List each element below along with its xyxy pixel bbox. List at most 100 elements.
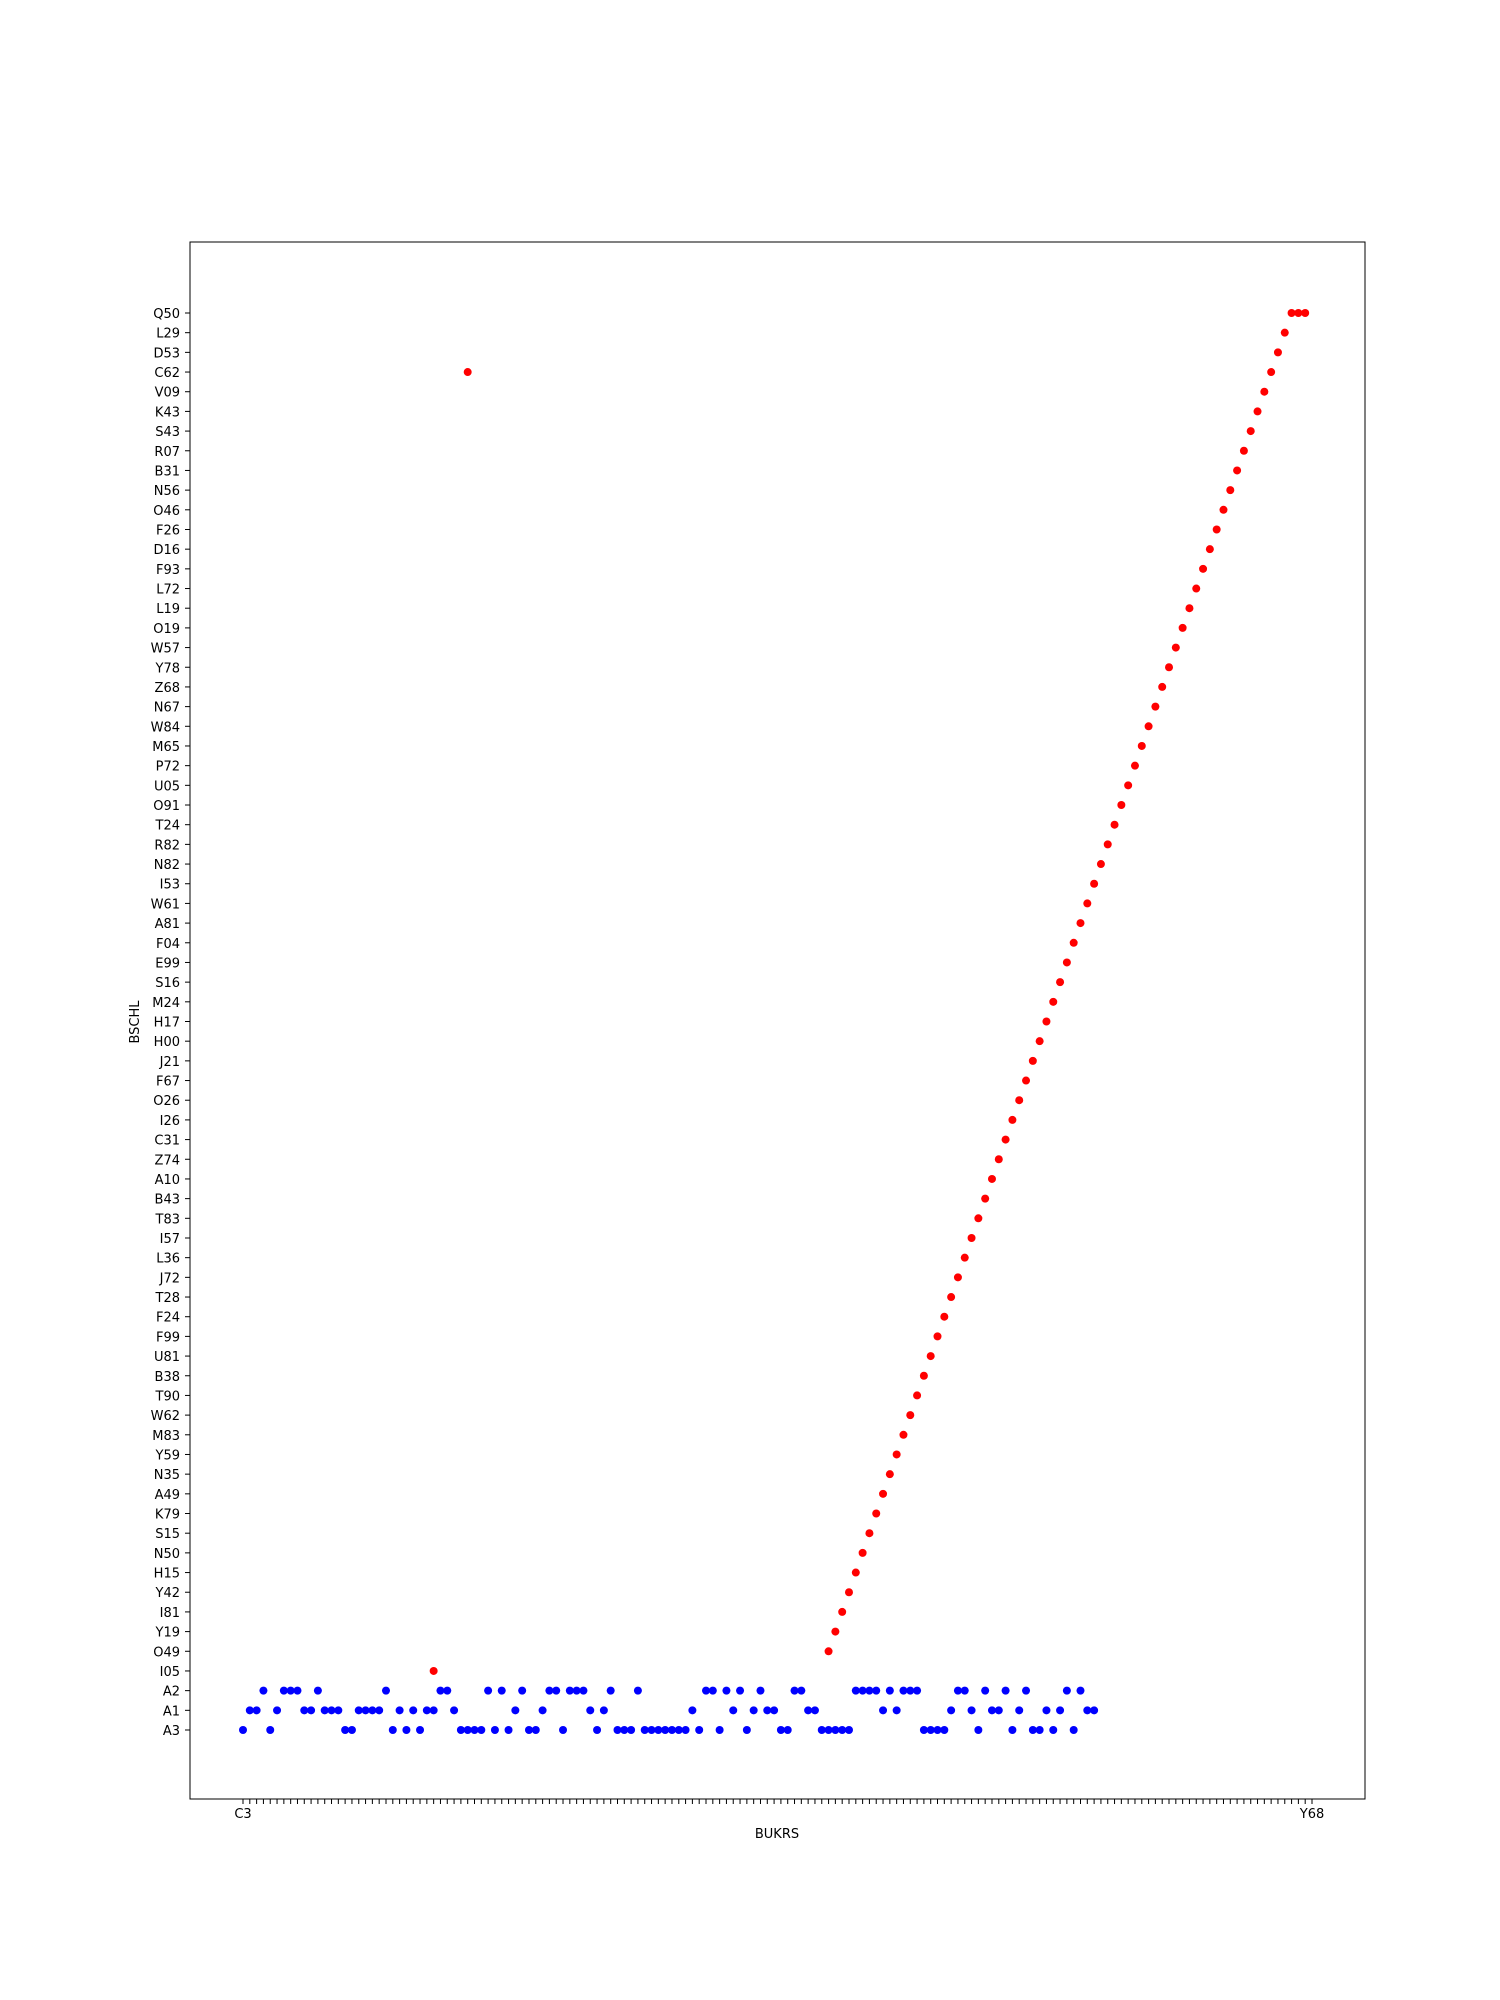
scatter-point [776, 1726, 785, 1734]
y-tick-label: S43 [155, 425, 180, 440]
scatter-point [368, 1706, 377, 1715]
y-tick-label: Z74 [155, 1153, 180, 1168]
scatter-point [749, 1706, 758, 1715]
scatter-point [252, 1706, 261, 1715]
scatter-point [994, 1706, 1003, 1715]
y-tick-label: B38 [155, 1370, 180, 1385]
scatter-point [729, 1706, 738, 1715]
scatter-point [926, 1726, 935, 1734]
y-tick-label: O49 [153, 1645, 180, 1660]
scatter-point [1069, 938, 1078, 947]
scatter-point [851, 1568, 860, 1577]
scatter-point [933, 1726, 942, 1734]
y-tick-label: S15 [155, 1527, 180, 1542]
scatter-point [708, 1686, 717, 1695]
scatter-point [1049, 1726, 1058, 1734]
scatter-point [987, 1174, 996, 1183]
scatter-point [463, 1726, 472, 1734]
scatter-point [872, 1509, 881, 1518]
scatter-point [810, 1706, 819, 1715]
scatter-point [313, 1686, 322, 1695]
scatter-point [899, 1686, 908, 1695]
y-tick-label: F04 [156, 937, 180, 952]
scatter-point [736, 1686, 745, 1695]
scatter-point [518, 1686, 527, 1695]
scatter-point [844, 1726, 853, 1734]
scatter-point [831, 1726, 840, 1734]
scatter-point [456, 1726, 465, 1734]
scatter-point [824, 1726, 833, 1734]
y-tick-label: O91 [153, 799, 180, 814]
scatter-point [1008, 1726, 1017, 1734]
y-tick-label: C31 [154, 1134, 180, 1149]
y-tick-label: F93 [156, 563, 180, 578]
scatter-point [661, 1726, 670, 1734]
y-tick-label: U05 [154, 779, 180, 794]
scatter-point [627, 1726, 636, 1734]
scatter-point [858, 1548, 867, 1557]
scatter-point [919, 1726, 928, 1734]
scatter-point [913, 1686, 922, 1695]
scatter-point [1287, 309, 1296, 317]
y-tick-label: T90 [155, 1389, 180, 1404]
y-tick-label: Y42 [155, 1586, 180, 1601]
scatter-point [347, 1726, 356, 1734]
scatter-point [647, 1726, 656, 1734]
scatter-point [851, 1686, 860, 1695]
scatter-point [715, 1726, 724, 1734]
y-tick-label: K43 [155, 405, 180, 420]
scatter-point [885, 1470, 894, 1479]
scatter-point [327, 1706, 336, 1715]
scatter-point [1015, 1096, 1024, 1105]
y-tick-label: Y19 [155, 1626, 180, 1641]
y-tick-label: B31 [155, 464, 180, 479]
x-tick-label: C3 [234, 1807, 251, 1822]
scatter-point [1178, 623, 1187, 632]
y-tick-label: D16 [153, 543, 180, 558]
scatter-point [1267, 368, 1276, 377]
scatter-point [981, 1194, 990, 1203]
y-tick-label: A49 [155, 1488, 180, 1503]
scatter-point [865, 1686, 874, 1695]
y-tick-label: M83 [152, 1429, 180, 1444]
scatter-point [477, 1726, 486, 1734]
y-tick-label: A2 [163, 1685, 180, 1700]
y-tick-label: D53 [153, 346, 180, 361]
x-axis-label: BUKRS [755, 1827, 799, 1842]
y-tick-label: L36 [156, 1252, 180, 1267]
scatter-point [681, 1726, 690, 1734]
scatter-point [674, 1726, 683, 1734]
scatter-point [599, 1706, 608, 1715]
y-tick-label: H15 [154, 1567, 180, 1582]
scatter-point [266, 1726, 275, 1734]
y-tick-label: T24 [155, 819, 180, 834]
scatter-point [300, 1706, 309, 1715]
scatter-point [919, 1371, 928, 1380]
scatter-point [1130, 761, 1139, 770]
scatter-point [239, 1726, 247, 1734]
scatter-point [545, 1686, 554, 1695]
scatter-point [524, 1726, 533, 1734]
scatter-point [1253, 407, 1262, 416]
scatter-point [490, 1726, 499, 1734]
scatter-point [1042, 1017, 1051, 1026]
scatter-point [1124, 781, 1133, 790]
y-tick-label: R82 [154, 838, 180, 853]
scatter-point [579, 1686, 588, 1695]
scatter-point [885, 1686, 894, 1695]
y-tick-label: H00 [154, 1035, 180, 1050]
scatter-point [702, 1686, 711, 1695]
scatter-point [443, 1686, 452, 1695]
scatter-point [742, 1726, 751, 1734]
scatter-point [586, 1706, 595, 1715]
scatter-point [1076, 919, 1085, 928]
scatter-point [1022, 1076, 1031, 1085]
scatter-point [1151, 702, 1160, 711]
scatter-point [953, 1273, 962, 1282]
scatter-point [770, 1706, 779, 1715]
y-tick-label: K79 [155, 1508, 180, 1523]
y-tick-label: A10 [155, 1173, 180, 1188]
y-tick-label: Z68 [155, 681, 180, 696]
scatter-point [981, 1686, 990, 1695]
